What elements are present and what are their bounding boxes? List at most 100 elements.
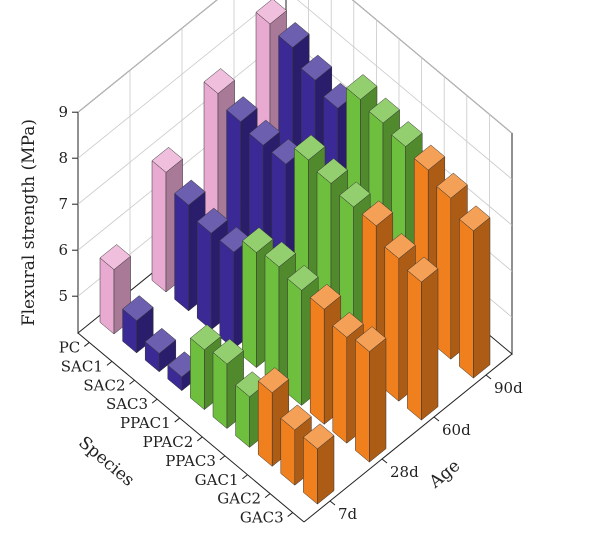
z-gridline-9 bbox=[77, 0, 513, 134]
species-axis-line bbox=[77, 332, 305, 523]
bar-front-face bbox=[355, 339, 370, 463]
z-gridline-8 bbox=[77, 0, 513, 180]
bar-top-face bbox=[413, 144, 446, 171]
bar-top-face bbox=[346, 74, 378, 100]
bar-GAC3-7d bbox=[303, 423, 335, 505]
bar-front-face bbox=[384, 246, 400, 402]
bar-top-face bbox=[280, 404, 312, 431]
bar-GAC3-90d bbox=[459, 205, 491, 379]
bar-top-face bbox=[144, 328, 177, 354]
species-tick-mark bbox=[151, 398, 158, 404]
bar-front-face bbox=[99, 257, 115, 335]
age-tick-label: 60d bbox=[442, 421, 471, 439]
age-tick-mark bbox=[433, 416, 440, 422]
bar-top-face bbox=[203, 68, 235, 94]
bar-PPAC3-28d bbox=[287, 265, 319, 406]
bar-front-face bbox=[242, 240, 257, 368]
species-axis-title: Species bbox=[74, 433, 138, 491]
bar-front-face bbox=[332, 325, 348, 444]
bar-SAC1-7d bbox=[122, 295, 154, 354]
bar-top-face bbox=[196, 207, 229, 234]
species-tick-mark bbox=[129, 379, 135, 385]
bar-front-face bbox=[190, 337, 205, 410]
bar-side-face bbox=[421, 268, 439, 421]
bar-top-face bbox=[303, 423, 335, 450]
bar-front-face bbox=[264, 254, 280, 387]
species-tick-label: PPAC1 bbox=[120, 414, 171, 432]
species-tick-label: PC bbox=[59, 338, 81, 356]
z-tick-label: 9 bbox=[58, 103, 68, 121]
species-tick-label: GAC3 bbox=[240, 509, 284, 527]
species-tick-label: PPAC2 bbox=[143, 433, 194, 451]
bar-top-face bbox=[294, 134, 326, 161]
species-tick-mark bbox=[196, 436, 203, 442]
age-tick-label: 28d bbox=[390, 463, 419, 481]
bar-top-face bbox=[122, 295, 154, 321]
bars-layer bbox=[99, 0, 491, 505]
bar-top-face bbox=[459, 205, 491, 232]
bar-top-face bbox=[212, 338, 244, 365]
bar-top-face bbox=[226, 96, 258, 122]
bar-side-face bbox=[369, 338, 387, 463]
bar-top-face bbox=[309, 283, 342, 310]
species-tick-label: SAC2 bbox=[83, 376, 125, 394]
species-tick-label: PPAC3 bbox=[165, 452, 216, 470]
bar-top-face bbox=[255, 0, 287, 25]
bar-top-face bbox=[316, 158, 348, 184]
species-tick-label: SAC3 bbox=[106, 395, 148, 413]
species-tick-label: GAC1 bbox=[195, 471, 239, 489]
bar-top-face bbox=[332, 312, 364, 338]
bar-top-face bbox=[257, 367, 290, 393]
species-tick-mark bbox=[242, 474, 248, 480]
bar-GAC3-60d bbox=[407, 256, 439, 421]
species-tick-mark bbox=[106, 360, 113, 366]
species-tick-label: SAC1 bbox=[61, 357, 103, 375]
species-tick-mark bbox=[287, 512, 294, 517]
bar-front-face bbox=[459, 218, 474, 379]
bar-top-face bbox=[248, 119, 281, 146]
age-tick-mark bbox=[485, 374, 492, 380]
bar-front-face bbox=[407, 270, 422, 421]
bar-top-face bbox=[391, 121, 423, 147]
bar-front-face bbox=[436, 186, 452, 360]
bar-front-face bbox=[287, 278, 302, 406]
bar-front-face bbox=[151, 160, 167, 293]
bar-front-face bbox=[174, 193, 189, 312]
z-tick-label: 5 bbox=[58, 287, 68, 305]
bar-top-face bbox=[384, 233, 416, 259]
bar-front-face bbox=[219, 240, 235, 349]
age-tick-mark bbox=[329, 500, 336, 506]
bar-front-face bbox=[196, 221, 212, 331]
z-tick-label: 7 bbox=[58, 195, 68, 213]
species-tick-mark bbox=[174, 417, 181, 423]
z-tick-label: 6 bbox=[58, 241, 68, 259]
bar-top-face bbox=[287, 265, 319, 291]
age-axis-title: Age bbox=[425, 456, 464, 493]
bar-top-face bbox=[361, 200, 394, 227]
bar-top-face bbox=[436, 172, 468, 199]
bar-side-face bbox=[473, 217, 491, 379]
species-tick-mark bbox=[219, 455, 226, 461]
bar-top-face bbox=[151, 147, 183, 173]
species-tick-label: GAC2 bbox=[217, 490, 261, 508]
z-axis-title: Flexural strength (MPa) bbox=[19, 119, 39, 326]
bar-top-face bbox=[99, 244, 131, 270]
bar-top-face bbox=[242, 227, 274, 253]
species-tick-mark bbox=[264, 493, 271, 499]
bar-top-face bbox=[355, 326, 387, 352]
z-tick-label: 8 bbox=[58, 149, 68, 167]
bar-top-face bbox=[278, 22, 310, 48]
bar-front-face bbox=[212, 352, 228, 429]
species-tick-mark bbox=[83, 342, 90, 347]
bar-top-face bbox=[300, 54, 333, 81]
bar-top-face bbox=[264, 241, 296, 268]
bar-top-face bbox=[174, 179, 206, 206]
bar-top-face bbox=[339, 181, 371, 208]
age-axis-line bbox=[303, 353, 513, 523]
age-tick-mark bbox=[381, 458, 388, 464]
bar-front-face bbox=[309, 297, 325, 425]
bar-GAC3-28d bbox=[355, 326, 387, 463]
bar-top-face bbox=[407, 256, 439, 283]
